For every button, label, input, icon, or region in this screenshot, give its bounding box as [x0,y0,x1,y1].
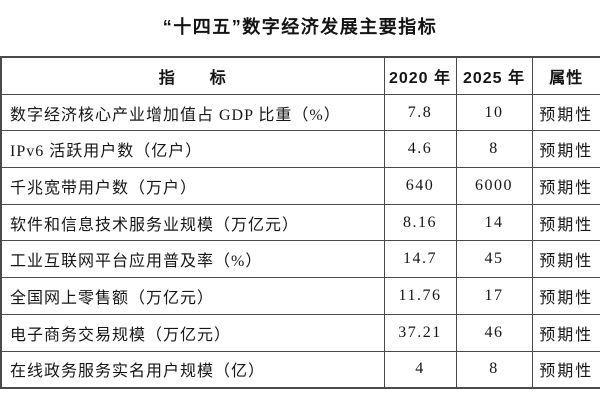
value-2020-cell: 37.21 [383,313,457,352]
value-2025-cell: 14 [455,203,533,242]
value-2020-cell: 640 [383,167,457,205]
indicator-cell: 千兆宽带用户数（万户） [0,167,385,205]
indicator-cell: 工业互联网平台应用普及率（%） [0,240,385,279]
table-row: 工业互联网平台应用普及率（%） 14.7 45 预期性 [0,240,600,279]
page-title: “十四五”数字经济发展主要指标 [162,17,438,37]
table-row: IPv6 活跃用户数（亿户） 4.6 8 预期性 [0,130,600,169]
attribute-cell: 预期性 [531,130,600,169]
indicator-cell: 软件和信息技术服务业规模（万亿元） [0,203,385,242]
value-2020-cell: 8.16 [383,203,457,242]
value-2025-cell: 8 [455,350,533,389]
indicator-cell: IPv6 活跃用户数（亿户） [0,130,385,169]
value-2020-cell: 14.7 [383,240,457,279]
table-row: 千兆宽带用户数（万户） 640 6000 预期性 [0,167,600,205]
value-2025-cell: 45 [455,240,533,279]
value-2025-cell: 8 [455,130,533,169]
indicator-cell: 在线政务服务实名用户规模（亿） [0,350,385,389]
table-row: 数字经济核心产业增加值占 GDP 比重（%） 7.8 10 预期性 [0,93,600,132]
value-2025-cell: 6000 [455,167,533,205]
attribute-cell: 预期性 [531,240,600,279]
col-header-attribute: 属性 [531,56,600,95]
indicator-cell: 数字经济核心产业增加值占 GDP 比重（%） [0,93,385,132]
table-header-row: 指 标 2020 年 2025 年 属性 [0,56,600,95]
value-2025-cell: 10 [455,93,533,132]
col-header-indicator: 指 标 [0,56,385,95]
attribute-cell: 预期性 [531,350,600,389]
table-row: 电子商务交易规模（万亿元） 37.21 46 预期性 [0,313,600,352]
value-2025-cell: 46 [455,313,533,352]
document-page: “十四五”数字经济发展主要指标 指 标 2020 年 2025 年 属性 数字经… [0,13,600,418]
indicator-cell: 全国网上零售额（万亿元） [0,277,385,315]
indicators-table: 指 标 2020 年 2025 年 属性 数字经济核心产业增加值占 GDP 比重… [0,56,600,390]
col-header-2020: 2020 年 [383,56,457,95]
attribute-cell: 预期性 [531,203,600,242]
table-row: 全国网上零售额（万亿元） 11.76 17 预期性 [0,277,600,315]
value-2025-cell: 17 [455,277,533,315]
table-row: 在线政务服务实名用户规模（亿） 4 8 预期性 [0,350,600,389]
value-2020-cell: 4.6 [383,130,457,169]
attribute-cell: 预期性 [531,93,600,132]
attribute-cell: 预期性 [531,313,600,352]
col-header-2025: 2025 年 [455,56,533,95]
value-2020-cell: 4 [383,350,457,389]
indicator-cell: 电子商务交易规模（万亿元） [0,313,385,352]
attribute-cell: 预期性 [531,277,600,315]
value-2020-cell: 11.76 [383,277,457,315]
table-row: 软件和信息技术服务业规模（万亿元） 8.16 14 预期性 [0,203,600,242]
attribute-cell: 预期性 [531,167,600,205]
value-2020-cell: 7.8 [383,93,457,132]
